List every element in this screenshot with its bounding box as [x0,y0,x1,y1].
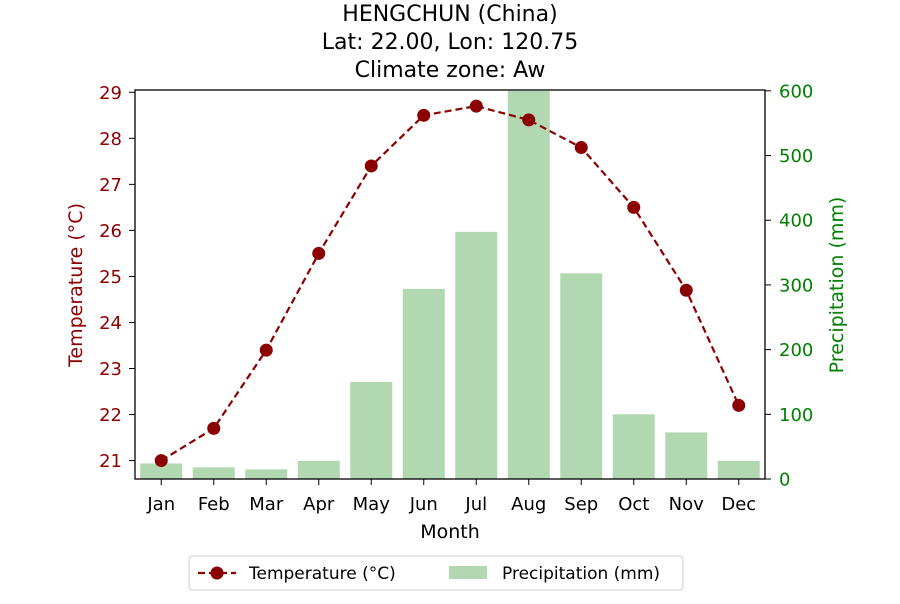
left-tick-label: 26 [99,221,122,242]
temperature-point-jun [417,108,431,122]
precipitation-bar-feb [192,467,235,479]
precipitation-bar-jan [140,463,183,479]
temperature-point-sep [574,141,588,155]
left-tick-label: 23 [99,359,122,380]
precipitation-bar-may [350,381,393,479]
temperature-point-jul [469,99,483,113]
x-tick-label: Jan [146,494,175,515]
temperature-point-oct [627,200,641,214]
left-tick-label: 21 [99,451,122,472]
x-tick-label: Dec [721,494,756,515]
x-axis-label: Month [420,521,480,543]
left-tick-label: 29 [99,83,122,104]
precipitation-bar-oct [612,414,655,479]
left-tick-label: 22 [99,405,122,426]
legend-precipitation-swatch [449,566,487,579]
temperature-point-dec [732,398,746,412]
x-tick-label: Feb [198,494,230,515]
left-axis-ticks: 21 22 23 24 25 26 27 28 29 [99,83,135,472]
temperature-point-apr [312,246,326,260]
right-tick-label: 600 [779,81,813,102]
right-tick-label: 300 [779,275,813,296]
left-tick-label: 27 [99,175,122,196]
legend-temperature-label: Temperature (°C) [248,564,396,584]
left-tick-label: 28 [99,129,122,150]
x-tick-label: Oct [618,494,649,515]
precipitation-bars [140,90,760,480]
right-tick-label: 200 [779,340,813,361]
left-tick-label: 24 [99,313,122,334]
x-tick-label: Jul [464,494,487,515]
precipitation-bar-apr [297,460,340,479]
x-tick-label: Mar [249,494,284,515]
precipitation-bar-jun [402,288,445,479]
x-axis-ticks: Jan Feb Mar Apr May Jun Jul Aug Sep Oct Nov Dec [146,479,756,515]
x-tick-label: Sep [564,494,598,515]
right-axis-label: Precipitation (mm) [826,197,848,374]
temperature-point-aug [522,113,536,127]
temperature-point-nov [679,283,693,297]
right-tick-label: 400 [779,211,813,232]
temperature-series-line [160,104,740,462]
chart-title: HENGCHUN (China) Lat: 22.00, Lon: 120.75… [322,2,578,83]
x-tick-label: Jun [409,494,438,515]
title-line-3: Climate zone: Aw [355,58,546,83]
temperature-point-jan [154,454,168,468]
left-tick-label: 25 [99,267,122,288]
left-axis-label: Temperature (°C) [65,203,87,368]
precipitation-bar-mar [245,469,288,479]
precipitation-bar-dec [717,460,760,479]
precipitation-bar-jul [455,231,498,479]
right-tick-label: 0 [779,470,790,491]
title-line-1: HENGCHUN (China) [342,2,557,27]
legend: Temperature (°C) Precipitation (mm) [188,555,684,591]
precipitation-bar-aug [507,90,550,480]
title-line-2: Lat: 22.00, Lon: 120.75 [322,30,578,55]
x-tick-label: May [353,494,391,515]
precipitation-bar-sep [560,273,603,479]
temperature-point-may [364,159,378,173]
legend-precipitation-label: Precipitation (mm) [502,564,660,584]
right-tick-label: 100 [779,405,813,426]
legend-temperature-swatch-marker [210,566,224,580]
temperature-point-mar [259,343,273,357]
right-tick-label: 500 [779,146,813,167]
temperature-line [154,99,746,468]
x-tick-label: Apr [303,494,335,515]
precipitation-bar-nov [665,432,708,479]
plot-frame [134,89,766,480]
right-axis-ticks: 0 100 200 300 400 500 600 [765,81,813,491]
legend-frame [188,555,684,591]
x-tick-label: Nov [669,494,704,515]
temperature-point-feb [207,421,221,435]
x-tick-label: Aug [511,494,546,515]
